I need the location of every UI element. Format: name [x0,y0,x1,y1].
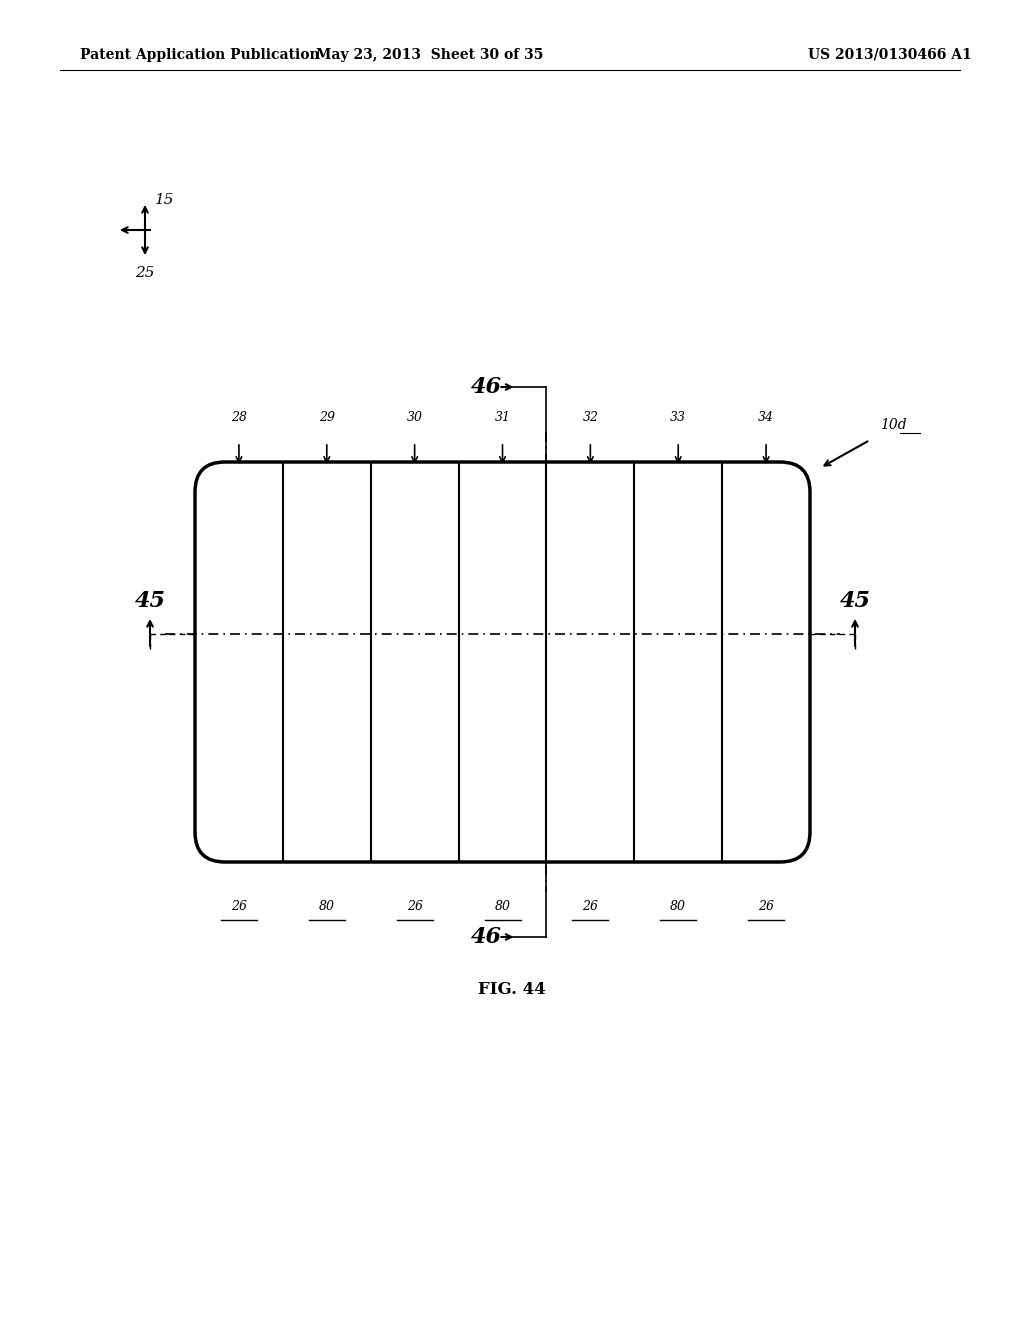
Text: 46: 46 [471,376,502,399]
Text: 26: 26 [758,900,774,913]
Text: 45: 45 [840,590,870,612]
Text: 26: 26 [231,900,247,913]
Text: 32: 32 [583,411,598,424]
Text: 46: 46 [471,927,502,948]
Text: 26: 26 [407,900,423,913]
Text: US 2013/0130466 A1: US 2013/0130466 A1 [808,48,972,62]
Text: 80: 80 [318,900,335,913]
Text: May 23, 2013  Sheet 30 of 35: May 23, 2013 Sheet 30 of 35 [316,48,544,62]
Text: 31: 31 [495,411,511,424]
Text: Patent Application Publication: Patent Application Publication [80,48,319,62]
Text: 80: 80 [671,900,686,913]
Text: 80: 80 [495,900,511,913]
Text: 33: 33 [671,411,686,424]
Text: 25: 25 [135,267,155,280]
Text: 28: 28 [231,411,247,424]
Text: FIG. 44: FIG. 44 [478,982,546,998]
Text: 34: 34 [758,411,774,424]
Text: 15: 15 [155,193,174,207]
Text: 45: 45 [134,590,166,612]
Text: 30: 30 [407,411,423,424]
FancyBboxPatch shape [195,462,810,862]
Text: 26: 26 [583,900,598,913]
Text: 10d: 10d [880,418,906,432]
Text: 29: 29 [318,411,335,424]
